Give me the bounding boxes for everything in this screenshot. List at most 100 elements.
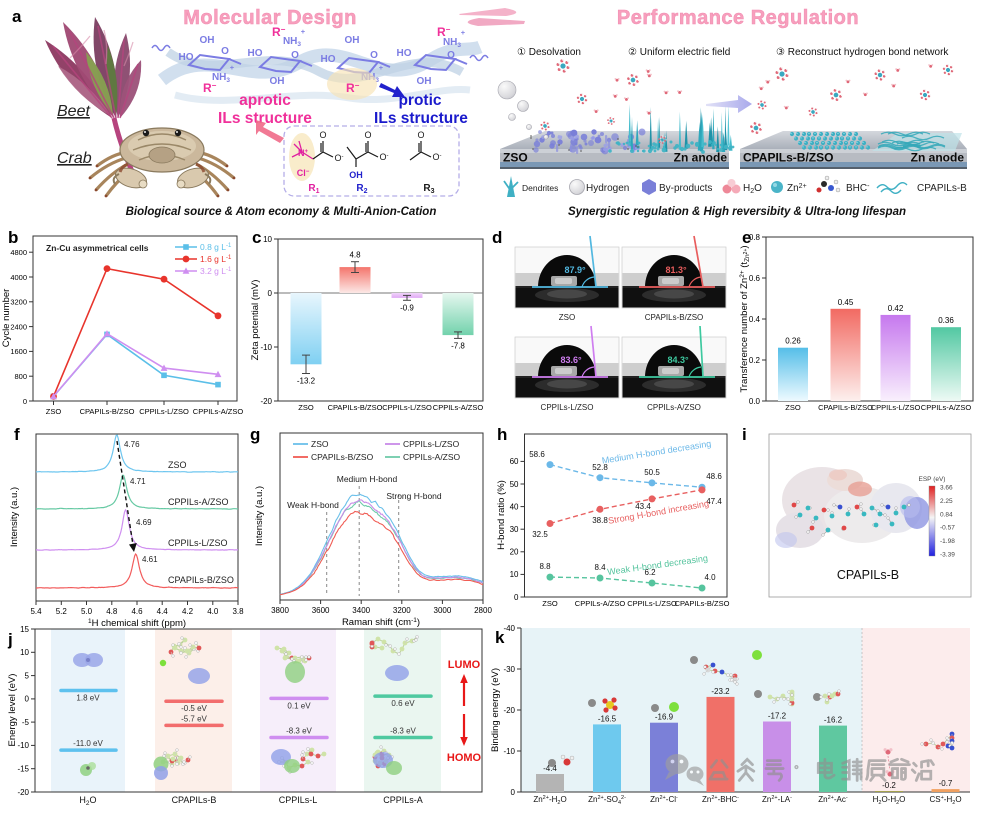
svg-text:CPPILs-L/ZSO: CPPILs-L/ZSO <box>168 538 228 548</box>
svg-text:CPAPILs-B/ZSO: CPAPILs-B/ZSO <box>328 403 383 412</box>
svg-text:CPAPILs-B/ZSO: CPAPILs-B/ZSO <box>645 313 704 322</box>
svg-text:Zn2+​-Ac-​: Zn2+​-Ac-​ <box>818 795 848 804</box>
svg-text:O: O <box>364 130 371 140</box>
svg-text:CPPILs-L/ZSO: CPPILs-L/ZSO <box>871 403 921 412</box>
svg-text:0.8: 0.8 <box>749 233 761 242</box>
svg-text:-17.2: -17.2 <box>768 712 787 721</box>
svg-text:O-: O- <box>379 152 388 162</box>
svg-text:CPAPILs-B/ZSO: CPAPILs-B/ZSO <box>675 599 730 608</box>
svg-text:3.2 g L-1: 3.2 g L-1 <box>200 266 232 276</box>
svg-text:-16.9: -16.9 <box>655 713 674 722</box>
svg-text:60: 60 <box>510 457 519 466</box>
svg-text:-8.3 eV: -8.3 eV <box>286 727 312 736</box>
svg-text:6.2: 6.2 <box>644 568 656 577</box>
svg-text:CPAPILs-B/ZSO: CPAPILs-B/ZSO <box>818 403 873 412</box>
svg-text:-13.2: -13.2 <box>297 377 316 386</box>
svg-text:0: 0 <box>268 289 273 298</box>
svg-text:3800: 3800 <box>271 606 289 615</box>
svg-text:CPPILs-A/ZSO: CPPILs-A/ZSO <box>403 452 461 462</box>
svg-text:81.3°: 81.3° <box>665 265 687 275</box>
svg-text:Beet: Beet <box>57 103 90 120</box>
svg-text:0.84: 0.84 <box>940 511 953 518</box>
svg-text:5.4: 5.4 <box>30 607 42 616</box>
svg-text:Zn anode: Zn anode <box>674 151 728 165</box>
svg-text:HO: HO <box>179 52 194 63</box>
svg-text:+: + <box>461 28 466 37</box>
svg-text:-0.9: -0.9 <box>400 303 414 312</box>
svg-text:CPAPILs-B/ZSO: CPAPILs-B/ZSO <box>80 407 135 416</box>
svg-text:aprotic: aprotic <box>239 92 291 109</box>
svg-text:2800: 2800 <box>474 606 492 615</box>
svg-text:0.8 g L-1: 0.8 g L-1 <box>200 242 232 252</box>
svg-text:0.2: 0.2 <box>749 356 761 365</box>
svg-text:H2​O-H2​O: H2​O-H2​O <box>873 795 906 806</box>
svg-text:-20: -20 <box>260 397 272 406</box>
svg-text:4.6: 4.6 <box>131 607 143 616</box>
svg-text:3400: 3400 <box>352 606 370 615</box>
svg-text:4.4: 4.4 <box>157 607 169 616</box>
svg-text:CPPILs-A/ZSO: CPPILs-A/ZSO <box>921 403 972 412</box>
svg-text:O: O <box>447 50 455 61</box>
svg-text:Intensity (a.u.): Intensity (a.u.) <box>254 486 265 546</box>
svg-text:ESP (eV): ESP (eV) <box>919 476 946 483</box>
svg-text:-15: -15 <box>17 765 29 774</box>
svg-text:Zn-Cu asymmetrical cells: Zn-Cu asymmetrical cells <box>46 243 149 253</box>
svg-text:ZSO: ZSO <box>168 460 187 470</box>
svg-text:-20: -20 <box>17 788 29 797</box>
svg-text:0.6: 0.6 <box>749 274 761 283</box>
svg-text:0.6 eV: 0.6 eV <box>391 699 415 708</box>
svg-text:4.0: 4.0 <box>207 607 219 616</box>
svg-text:CPAPILs-B: CPAPILs-B <box>172 795 217 805</box>
svg-text:protic: protic <box>398 92 441 109</box>
svg-text:0.0: 0.0 <box>749 397 761 406</box>
svg-text:Hydrogen: Hydrogen <box>586 183 629 194</box>
svg-text:-10: -10 <box>503 747 515 756</box>
svg-text:5: 5 <box>25 671 30 680</box>
svg-text:ZSO: ZSO <box>298 403 314 412</box>
svg-text:Zn2+: Zn2+ <box>787 183 807 194</box>
svg-text:R2: R2 <box>356 183 367 195</box>
svg-text:0.45: 0.45 <box>838 298 854 307</box>
svg-text:4800: 4800 <box>10 248 27 257</box>
svg-text:e: e <box>742 228 751 247</box>
svg-text:H2O: H2O <box>79 795 96 807</box>
svg-text:CPPILs-L/ZSO: CPPILs-L/ZSO <box>139 407 189 416</box>
svg-text:NH3: NH3 <box>212 72 230 84</box>
svg-text:ZSO: ZSO <box>542 599 558 608</box>
svg-text:CS+​-H2​O: CS+​-H2​O <box>929 795 961 806</box>
svg-text:1600: 1600 <box>10 347 27 356</box>
svg-text:LUMO: LUMO <box>448 659 481 671</box>
svg-text:Synergistic regulation & High: Synergistic regulation & High reversibit… <box>568 206 906 218</box>
svg-text:CPPILs-A/ZSO: CPPILs-A/ZSO <box>168 497 229 507</box>
svg-text:Zn2+​-Cl-​: Zn2+​-Cl-​ <box>650 795 678 804</box>
svg-text:CPPILs-A/ZSO: CPPILs-A/ZSO <box>193 407 244 416</box>
svg-text:Zn2+​-LA-​: Zn2+​-LA-​ <box>762 795 792 804</box>
svg-text:O: O <box>319 130 326 140</box>
svg-text:8.8: 8.8 <box>539 562 551 571</box>
svg-text:-23.2: -23.2 <box>711 687 730 696</box>
svg-text:N+: N+ <box>298 148 309 158</box>
svg-text:ILs structure: ILs structure <box>374 110 468 127</box>
svg-text:BHC-: BHC- <box>846 183 870 194</box>
svg-text:4000: 4000 <box>10 273 27 282</box>
svg-text:30: 30 <box>510 525 519 534</box>
svg-text:Transference number of Zn2+ (t: Transference number of Zn2+ (tZn2+) <box>739 245 751 392</box>
svg-text:87.9°: 87.9° <box>564 265 586 275</box>
svg-text:a: a <box>12 7 22 26</box>
svg-text:4.8: 4.8 <box>349 251 361 260</box>
svg-text:0: 0 <box>25 695 30 704</box>
svg-text:f: f <box>14 425 20 444</box>
svg-text:By-products: By-products <box>659 183 712 194</box>
svg-text:CPPILs-L/ZSO: CPPILs-L/ZSO <box>541 403 594 412</box>
svg-text:OH: OH <box>345 35 360 46</box>
svg-text:50: 50 <box>510 480 519 489</box>
svg-text:-0.2: -0.2 <box>882 781 896 790</box>
svg-text:58.6: 58.6 <box>529 450 545 459</box>
svg-text:15: 15 <box>20 625 29 634</box>
svg-text:ZSO: ZSO <box>559 313 575 322</box>
svg-text:OH: OH <box>270 76 285 87</box>
svg-text:CPAPILs-B: CPAPILs-B <box>837 568 899 582</box>
svg-text:10: 10 <box>510 570 519 579</box>
svg-text:c: c <box>252 228 261 247</box>
svg-text:2.25: 2.25 <box>940 498 953 505</box>
